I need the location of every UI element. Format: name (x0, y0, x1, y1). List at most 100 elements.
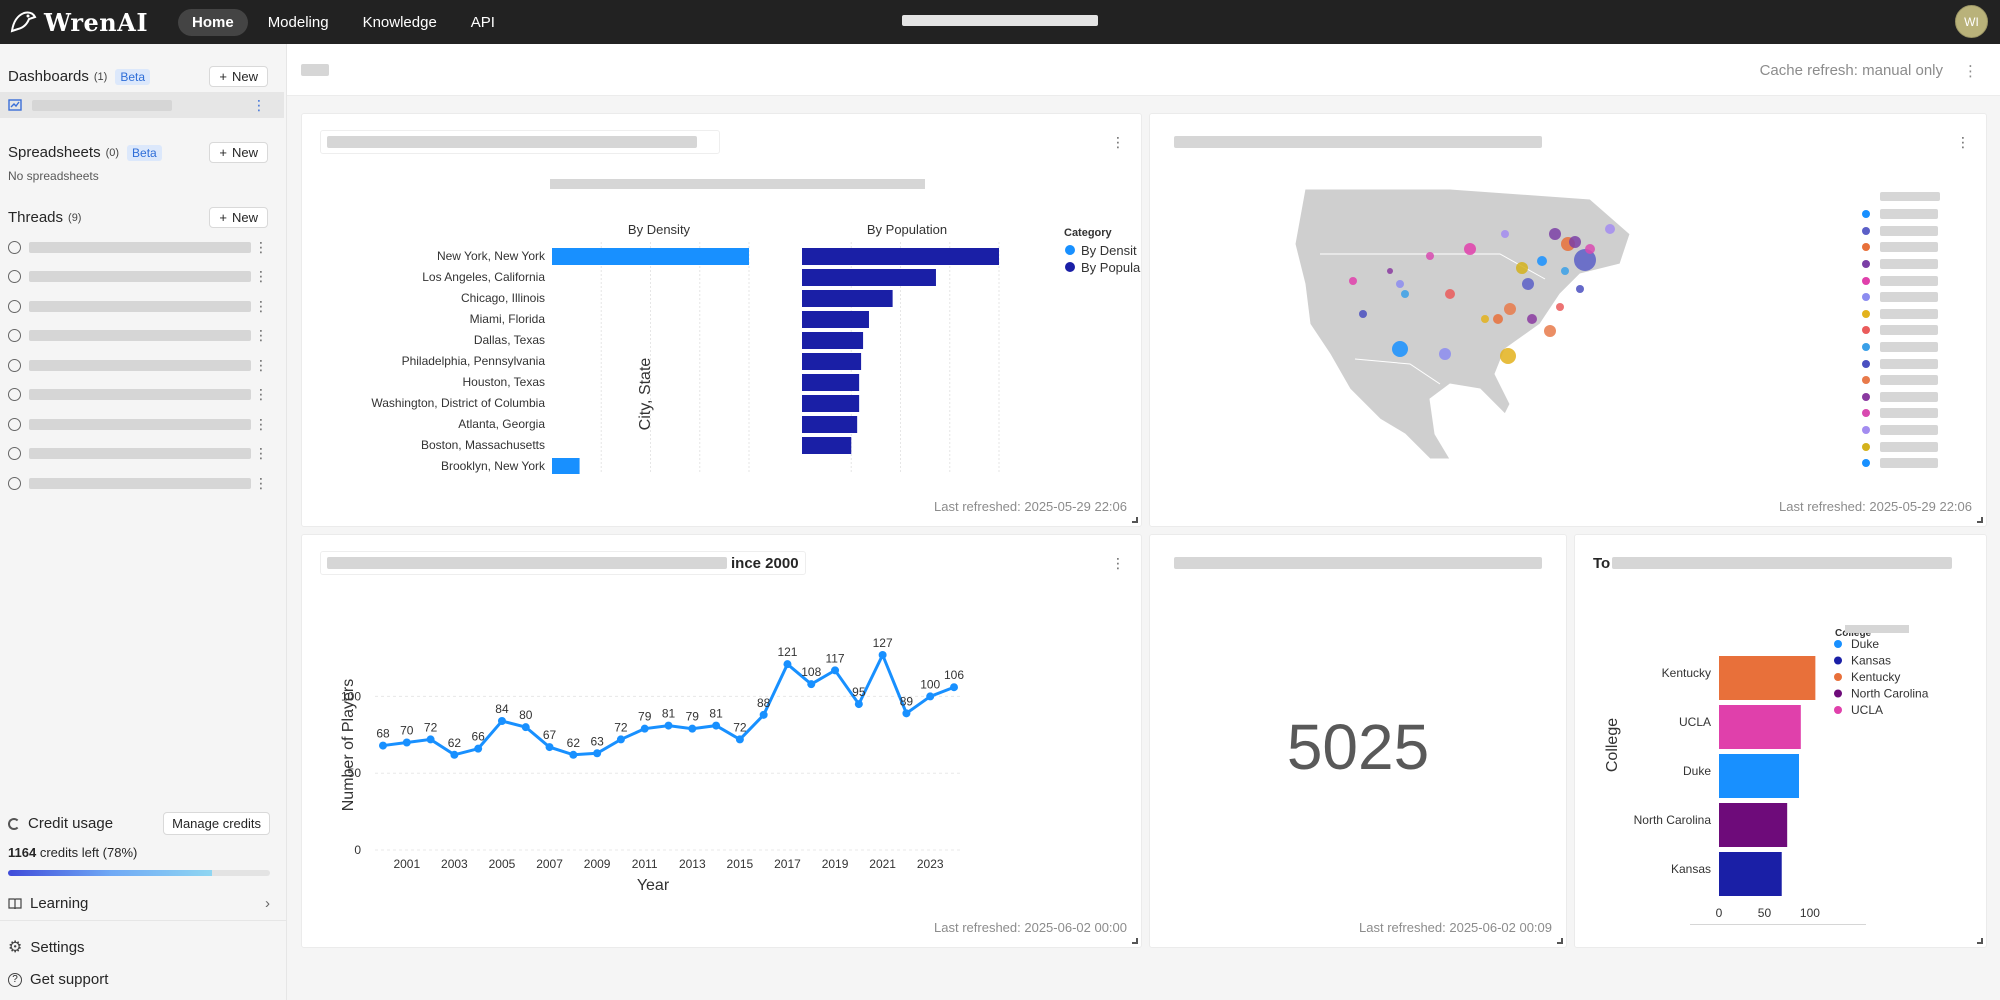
players-trend-card: ince 2000 ⋮ 0 50 100 2001 2003 2005 2007 2009 20… (301, 534, 1142, 948)
thread-item[interactable]: ⋮ (8, 267, 268, 287)
data-point (902, 709, 911, 718)
card-title-redacted (1174, 136, 1542, 148)
settings-link[interactable]: ⚙ Settings (8, 937, 270, 957)
team-city-point (1576, 285, 1584, 293)
card-title[interactable]: To (1593, 551, 1973, 575)
team-city-point (1569, 236, 1581, 248)
legend-swatch (1834, 640, 1842, 648)
nav-tab-api[interactable]: API (470, 13, 495, 31)
new-thread-button[interactable]: + New (209, 207, 268, 228)
population-bar (802, 416, 858, 433)
data-label: 79 (686, 710, 700, 724)
thread-more-icon[interactable]: ⋮ (254, 445, 268, 461)
thread-item[interactable]: ⋮ (8, 355, 268, 375)
resize-handle[interactable] (1132, 517, 1138, 523)
user-avatar[interactable]: WI (1955, 5, 1988, 38)
data-point (759, 710, 768, 719)
thread-more-icon[interactable]: ⋮ (254, 356, 268, 373)
dashboard-more-icon[interactable]: ⋮ (252, 96, 266, 113)
thread-item[interactable]: ⋮ (8, 237, 268, 257)
data-label: 100 (920, 677, 940, 691)
data-label: 72 (424, 720, 438, 734)
thread-more-icon[interactable]: ⋮ (254, 327, 268, 343)
main-nav: Home Modeling Knowledge API (178, 8, 509, 36)
thread-item[interactable]: ⋮ (8, 473, 268, 493)
legend-swatch (1862, 309, 1870, 318)
data-label: 66 (471, 730, 485, 744)
legend-label: By Popula (1081, 260, 1141, 275)
last-refreshed: Last refreshed: 2025-06-02 00:09 (1359, 920, 1552, 935)
card-more-icon[interactable]: ⋮ (1111, 555, 1125, 571)
thread-more-icon[interactable]: ⋮ (254, 268, 268, 284)
team-city-point (1527, 314, 1537, 324)
card-title-redacted (327, 136, 697, 148)
data-point (497, 717, 506, 725)
card-title[interactable] (320, 130, 720, 154)
team-city-point (1349, 277, 1357, 285)
legend-entry (1862, 455, 1952, 472)
thread-item[interactable]: ⋮ (8, 385, 268, 405)
card-title-suffix: ince 2000 (731, 554, 799, 572)
x-axis-title-redacted (1690, 924, 1866, 925)
manage-credits-button[interactable]: Manage credits (163, 812, 270, 835)
team-name-redacted (1880, 391, 1938, 402)
legend-entry (1862, 239, 1952, 256)
thread-item[interactable]: ⋮ (8, 444, 268, 464)
new-spreadsheet-button[interactable]: + New (209, 142, 268, 163)
thread-more-icon[interactable]: ⋮ (254, 297, 268, 314)
card-more-icon[interactable]: ⋮ (1956, 134, 1970, 150)
college-bar (1719, 705, 1801, 749)
thread-more-icon[interactable]: ⋮ (254, 238, 268, 255)
dashboard-item[interactable]: ⋮ (0, 92, 284, 118)
learning-link[interactable]: Learning › (8, 895, 270, 912)
thread-more-icon[interactable]: ⋮ (254, 474, 268, 491)
project-name-redacted[interactable] (902, 15, 1098, 26)
card-title[interactable]: ince 2000 (320, 551, 806, 575)
nav-tab-knowledge[interactable]: Knowledge (362, 13, 437, 31)
legend-entry (1862, 206, 1952, 223)
legend-swatch (1065, 245, 1075, 255)
resize-handle[interactable] (1132, 938, 1138, 944)
cache-refresh-setting[interactable]: Cache refresh: manual only (1759, 62, 1943, 79)
nav-tab-modeling[interactable]: Modeling (267, 13, 329, 31)
resize-handle[interactable] (1557, 938, 1563, 944)
thread-item[interactable]: ⋮ (8, 296, 268, 316)
category-label: Chicago, Illinois (461, 291, 545, 305)
data-label: 62 (567, 736, 581, 750)
legend-swatch (1862, 392, 1870, 401)
data-point (664, 721, 673, 730)
team-name-redacted (1880, 209, 1938, 220)
data-label: 89 (900, 694, 914, 708)
thread-item[interactable]: ⋮ (8, 414, 268, 434)
x-tick-label: 2023 (917, 857, 944, 871)
wrenai-logo[interactable]: WrenAI (8, 7, 178, 37)
thread-item[interactable]: ⋮ (8, 326, 268, 346)
thread-more-icon[interactable]: ⋮ (254, 386, 268, 402)
book-icon (8, 897, 22, 909)
data-point (545, 743, 554, 752)
credit-usage-panel: Credit usage Manage credits 1164 credits… (8, 812, 270, 876)
thread-more-icon[interactable]: ⋮ (254, 415, 268, 432)
resize-handle[interactable] (1977, 938, 1983, 944)
data-label: 62 (448, 736, 462, 750)
team-city-point (1605, 224, 1615, 234)
get-support-link[interactable]: ? Get support (8, 971, 270, 988)
last-refreshed: Last refreshed: 2025-05-29 22:06 (1779, 499, 1972, 514)
card-title-redacted (327, 557, 727, 569)
card-title[interactable] (1168, 130, 1548, 154)
dashboard-main: Cache refresh: manual only ⋮ ⋮ By Density… (287, 44, 2000, 1000)
card-title-redacted (1612, 557, 1953, 569)
new-dashboard-button[interactable]: + New (209, 66, 268, 87)
resize-handle[interactable] (1977, 517, 1983, 523)
card-title[interactable] (1168, 551, 1548, 575)
more-icon[interactable]: ⋮ (1963, 63, 1978, 80)
team-city-point (1426, 252, 1434, 260)
category-label: Brooklyn, New York (441, 459, 546, 473)
category-label: Miami, Florida (470, 312, 546, 326)
thread-title-redacted (29, 359, 251, 371)
nav-tab-home[interactable]: Home (178, 8, 248, 36)
data-label: 67 (543, 728, 557, 742)
facet-label: By Density (628, 222, 691, 237)
y-axis-title: Number of Players (340, 679, 357, 812)
card-more-icon[interactable]: ⋮ (1111, 134, 1125, 150)
